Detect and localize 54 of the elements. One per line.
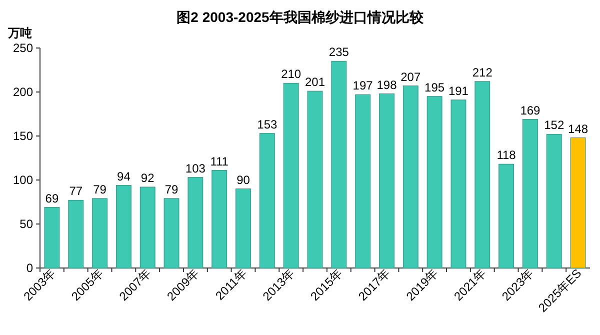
- data-label: 210: [281, 67, 302, 82]
- bar: [259, 133, 275, 268]
- bar: [188, 177, 204, 268]
- bar: [355, 94, 371, 268]
- data-label: 94: [117, 169, 131, 184]
- bar: [44, 206, 60, 268]
- bar: [92, 198, 108, 268]
- bar: [236, 188, 251, 268]
- data-label: 77: [69, 184, 83, 198]
- data-label: 92: [140, 171, 155, 186]
- data-label: 103: [185, 161, 206, 176]
- bar: [307, 90, 323, 268]
- bar: [379, 93, 394, 268]
- bar: [140, 186, 156, 268]
- bar: [474, 81, 490, 268]
- bar: [402, 86, 418, 268]
- data-label: 69: [45, 191, 59, 206]
- data-label: 207: [400, 70, 421, 84]
- y-tick-label: 100: [12, 173, 34, 187]
- bar: [164, 198, 180, 268]
- data-label: 148: [568, 122, 588, 136]
- y-tick-label: 200: [12, 85, 34, 99]
- data-label: 191: [448, 84, 469, 98]
- bar: [522, 118, 538, 268]
- data-label: 212: [472, 65, 493, 80]
- bar: [331, 60, 347, 268]
- y-tick-label: 0: [26, 261, 34, 275]
- data-label: 201: [304, 75, 326, 90]
- data-label: 118: [496, 148, 516, 162]
- y-axis-title: 万吨: [7, 26, 32, 40]
- bar: [498, 164, 514, 268]
- y-tick-label: 150: [12, 129, 34, 143]
- data-label: 198: [376, 78, 398, 92]
- data-label: 90: [236, 172, 250, 187]
- bar: [68, 200, 84, 268]
- bar: [570, 137, 586, 268]
- bar: [546, 134, 562, 268]
- bar: [116, 184, 132, 268]
- y-tick-label: 50: [20, 217, 34, 231]
- chart-title: 图2 2003-2025年我国棉纱进口情况比较: [176, 9, 424, 25]
- bar: [450, 100, 466, 268]
- bar: [426, 96, 442, 268]
- data-label: 235: [328, 45, 350, 60]
- data-label: 111: [210, 154, 229, 168]
- data-label: 79: [164, 182, 179, 196]
- data-label: 152: [544, 118, 564, 132]
- data-label: 195: [424, 80, 445, 94]
- data-label: 197: [352, 78, 374, 93]
- bar: [212, 170, 228, 268]
- data-label: 79: [93, 182, 107, 196]
- y-tick-label: 250: [12, 41, 34, 55]
- data-label: 153: [257, 117, 278, 132]
- bar: [283, 82, 299, 268]
- data-label: 169: [520, 103, 541, 118]
